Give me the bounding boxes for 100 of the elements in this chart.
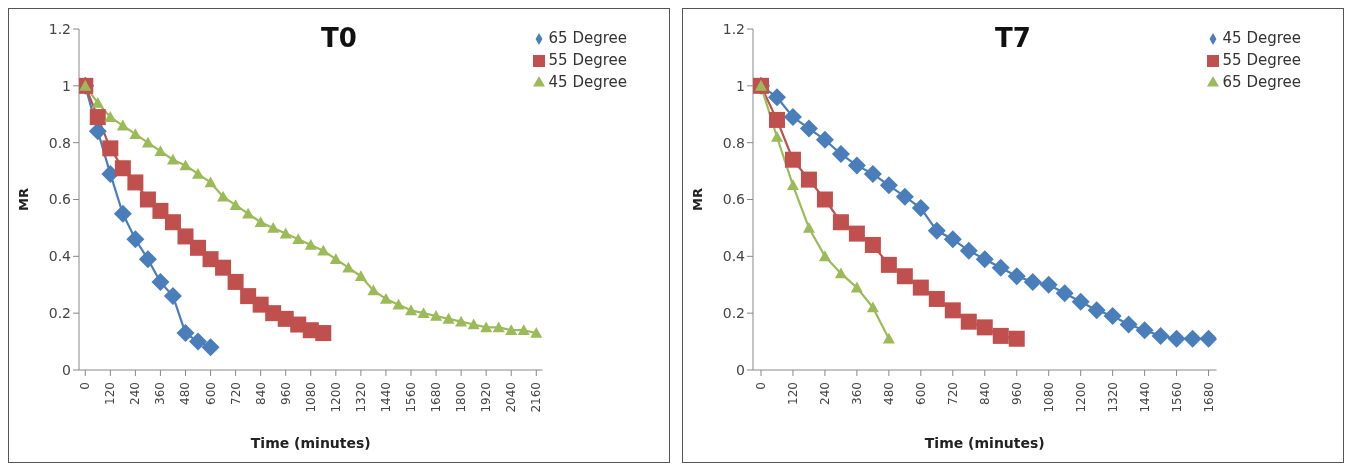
point [896,268,913,285]
point [848,225,865,242]
point [163,287,182,306]
x-tick-label: 720 [945,382,960,405]
point [166,153,179,165]
x-tick-label: 1440 [1137,382,1152,413]
x-tick-label: 1680 [1201,382,1216,413]
x-tick-label: 1440 [378,382,393,413]
point [141,136,154,148]
x-tick-label: 960 [1009,382,1024,405]
point [834,267,847,279]
x-tick-label: 1200 [328,382,343,413]
point [113,204,132,223]
point [960,313,977,330]
legend-label: 45 Degree [1222,29,1301,47]
point [800,171,817,188]
x-tick-label: 600 [913,382,928,405]
point [1151,326,1170,345]
y-tick-label: 0.4 [48,248,72,265]
x-tick-label: 1080 [1041,382,1056,413]
point [204,176,217,188]
point [392,298,405,310]
point [127,174,144,191]
point [505,324,518,336]
x-tick-label: 1680 [429,382,444,413]
point [1119,315,1138,334]
y-tick-label: 0 [736,361,745,378]
point [354,270,367,282]
point [927,221,946,240]
point [126,230,145,249]
point [1039,275,1058,294]
point [866,301,879,313]
x-tick-label: 0 [753,382,768,390]
point [831,145,850,164]
point [304,238,317,250]
point [164,214,181,231]
point [928,290,945,307]
point [227,273,244,290]
x-tick-label: 360 [153,382,168,405]
x-axis-title: Time (minutes) [924,435,1045,451]
point [1135,321,1154,340]
x-tick-label: 2160 [529,382,544,413]
point [1071,292,1090,311]
x-tick-label: 840 [253,382,268,405]
point [992,327,1009,344]
point [192,167,205,179]
point [104,111,117,122]
x-tick-label: 1200 [1073,382,1088,413]
chart-title: T0 [321,23,357,53]
point [492,321,505,333]
x-tick-label: 1800 [454,382,469,413]
legend-label: 55 Degree [1222,51,1301,69]
x-tick-label: 1320 [1105,382,1120,413]
y-tick-label: 0 [62,361,71,378]
x-tick-label: 480 [881,382,896,405]
point [467,318,480,330]
legend-label: 55 Degree [548,51,627,69]
point [1087,301,1106,320]
point [1055,284,1074,303]
point [816,191,833,208]
x-tick-label: 360 [849,382,864,405]
point [89,109,106,126]
point [975,250,994,269]
y-tick-label: 0.4 [722,248,746,265]
y-tick-label: 0.2 [48,305,71,322]
point [254,216,267,228]
x-tick-label: 120 [785,382,800,405]
x-tick-label: 1560 [1169,382,1184,413]
point [850,281,863,293]
point [767,88,786,107]
point [895,187,914,206]
point [944,302,961,319]
point [430,310,443,321]
point [1007,267,1026,286]
point [177,228,194,245]
point [815,130,834,149]
x-tick-label: 120 [103,382,118,405]
point [1008,330,1025,347]
y-tick-label: 0.8 [722,134,745,151]
x-tick-label: 840 [977,382,992,405]
point [240,288,257,305]
point [217,190,230,202]
point [976,319,993,336]
point [959,241,978,260]
point [879,176,898,195]
point [116,119,129,131]
point [342,261,355,273]
x-axis-title: Time (minutes) [250,435,371,451]
y-axis-title: MR [689,188,705,211]
point [847,156,866,175]
point [101,164,120,183]
point [229,199,242,210]
point [114,160,131,177]
point [91,96,104,108]
chart-title: T7 [995,23,1031,53]
point [880,256,897,273]
legend-label: 45 Degree [548,73,627,91]
point [768,111,785,128]
point [864,236,881,253]
point [102,140,119,157]
